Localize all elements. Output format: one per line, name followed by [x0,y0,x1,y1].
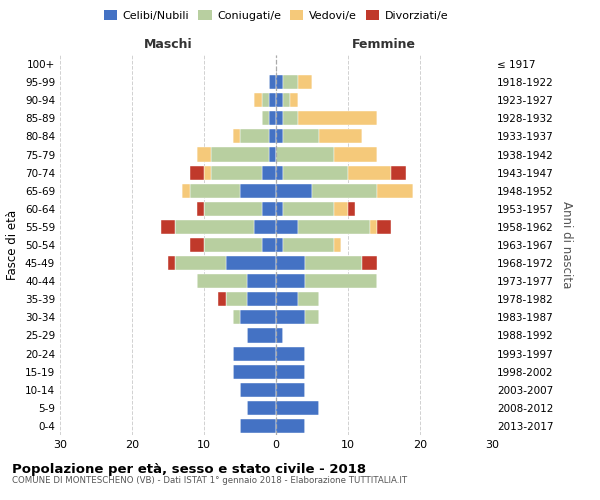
Bar [182,184,190,198]
Y-axis label: Fasce di età: Fasce di età [7,210,19,280]
Bar [175,220,254,234]
Bar [161,220,175,234]
Bar [276,382,305,397]
Bar [211,166,262,179]
Bar [298,112,377,126]
Bar [247,328,276,342]
Text: Popolazione per età, sesso e stato civile - 2018: Popolazione per età, sesso e stato civil… [12,462,366,475]
Bar [276,202,283,216]
Bar [276,274,305,288]
Bar [283,130,319,143]
Text: Maschi: Maschi [143,38,193,52]
Bar [276,184,312,198]
Bar [276,220,298,234]
Bar [262,202,276,216]
Bar [226,256,276,270]
Bar [283,166,348,179]
Bar [197,202,204,216]
Bar [211,148,269,162]
Text: COMUNE DI MONTESCHENO (VB) - Dati ISTAT 1° gennaio 2018 - Elaborazione TUTTITALI: COMUNE DI MONTESCHENO (VB) - Dati ISTAT … [12,476,407,485]
Bar [190,166,204,179]
Bar [276,112,283,126]
Bar [298,292,319,306]
Bar [233,364,276,378]
Bar [262,238,276,252]
Bar [276,292,298,306]
Bar [233,310,240,324]
Bar [204,202,262,216]
Bar [269,93,276,108]
Bar [240,310,276,324]
Bar [334,202,348,216]
Bar [283,75,298,89]
Bar [276,75,283,89]
Bar [269,148,276,162]
Bar [283,93,290,108]
Bar [290,93,298,108]
Bar [247,292,276,306]
Bar [190,238,204,252]
Bar [218,292,226,306]
Bar [190,184,240,198]
Bar [197,148,211,162]
Bar [168,256,175,270]
Bar [276,93,283,108]
Legend: Celibi/Nubili, Coniugati/e, Vedovi/e, Divorziati/e: Celibi/Nubili, Coniugati/e, Vedovi/e, Di… [101,8,451,24]
Bar [276,310,305,324]
Bar [204,238,262,252]
Bar [298,220,370,234]
Bar [247,401,276,415]
Bar [269,130,276,143]
Bar [254,93,262,108]
Bar [240,184,276,198]
Bar [254,220,276,234]
Bar [298,75,312,89]
Bar [175,256,226,270]
Bar [370,220,377,234]
Bar [312,184,377,198]
Bar [283,238,334,252]
Bar [276,364,305,378]
Bar [283,202,334,216]
Bar [391,166,406,179]
Bar [204,166,211,179]
Bar [377,220,391,234]
Bar [276,166,283,179]
Bar [240,382,276,397]
Bar [233,346,276,360]
Bar [348,166,391,179]
Bar [377,184,413,198]
Text: Femmine: Femmine [352,38,416,52]
Bar [262,112,269,126]
Bar [319,130,362,143]
Bar [269,75,276,89]
Bar [233,130,240,143]
Bar [269,112,276,126]
Bar [305,274,377,288]
Bar [276,238,283,252]
Bar [276,148,334,162]
Bar [305,256,362,270]
Bar [305,310,319,324]
Bar [276,328,283,342]
Bar [240,130,269,143]
Bar [334,148,377,162]
Bar [262,93,269,108]
Bar [262,166,276,179]
Bar [240,419,276,433]
Bar [247,274,276,288]
Bar [276,256,305,270]
Bar [283,112,298,126]
Bar [334,238,341,252]
Bar [226,292,247,306]
Bar [348,202,355,216]
Bar [197,274,247,288]
Bar [276,419,305,433]
Bar [276,346,305,360]
Bar [276,130,283,143]
Bar [276,401,319,415]
Bar [362,256,377,270]
Y-axis label: Anni di nascita: Anni di nascita [560,202,573,288]
